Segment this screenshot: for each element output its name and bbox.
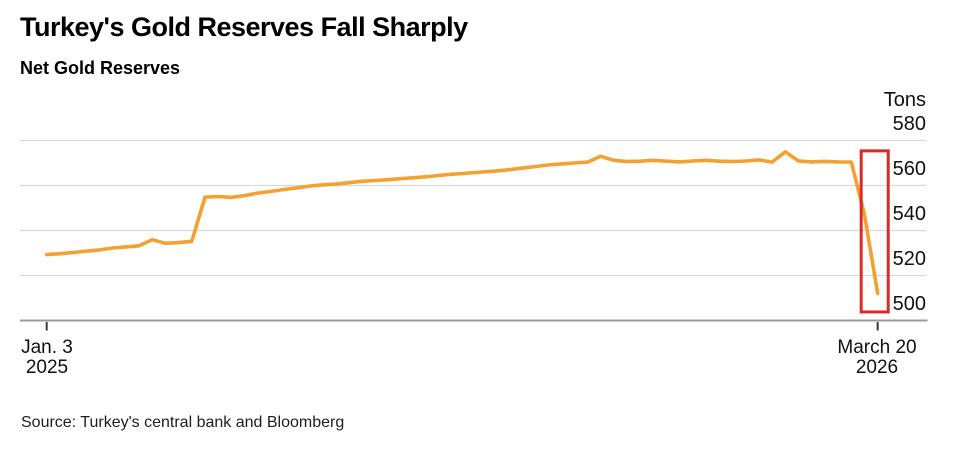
highlight-box: [859, 149, 890, 314]
x-axis-label-end-year: 2026: [855, 357, 899, 378]
x-axis-label-start-date: Jan. 3: [21, 337, 73, 358]
x-axis-label-start: Jan. 3 2025: [21, 338, 73, 378]
x-axis-label-start-year: 2025: [25, 357, 69, 378]
chart-subtitle: Net Gold Reserves: [20, 58, 181, 78]
y-axis-tick-label: 540: [892, 202, 926, 225]
x-axis-label-end: March 20 2026: [837, 338, 916, 378]
x-axis-label-end-date: March 20: [837, 337, 917, 358]
y-axis-tick-label: 520: [892, 247, 926, 270]
source-caption: Source: Turkey's central bank and Bloomb…: [21, 414, 345, 431]
net-gold-reserves-line: [44, 150, 880, 296]
y-axis-tick-label: 500: [892, 292, 926, 315]
y-axis-unit-label: Tons: [883, 89, 926, 111]
y-axis-tick-label: 560: [892, 157, 926, 180]
y-axis-tick-label: 580: [892, 112, 926, 135]
chart-title: Turkey's Gold Reserves Fall Sharply: [20, 12, 468, 42]
